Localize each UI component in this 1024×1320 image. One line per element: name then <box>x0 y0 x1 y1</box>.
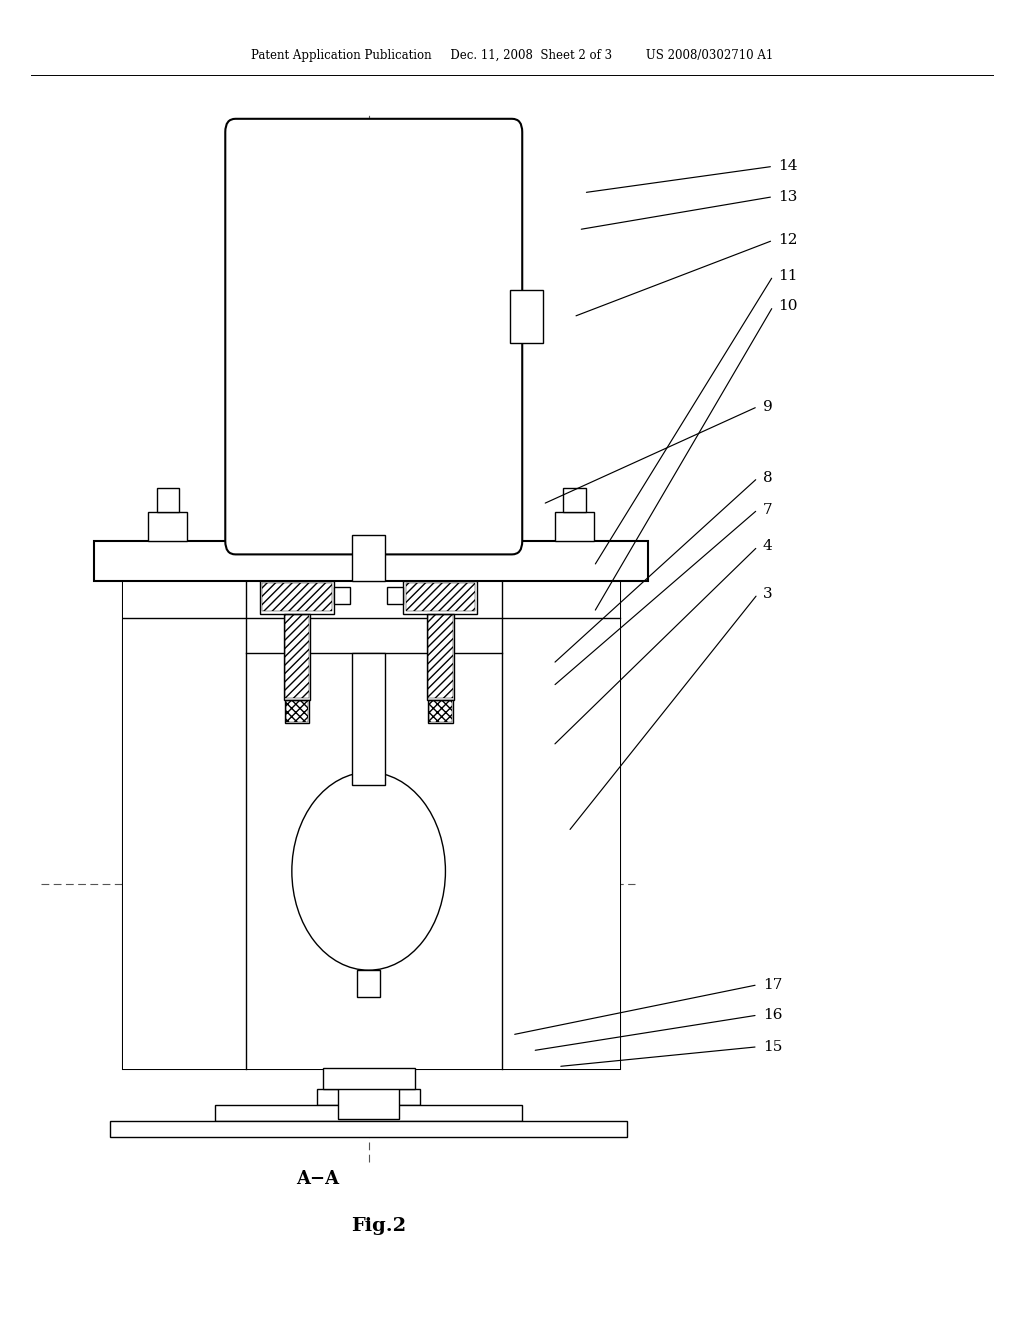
Bar <box>110 1121 627 1137</box>
Bar <box>334 587 350 605</box>
Bar <box>563 488 586 512</box>
FancyBboxPatch shape <box>225 119 522 554</box>
Text: 3: 3 <box>763 587 772 601</box>
Bar <box>246 653 502 1069</box>
Bar <box>369 653 502 1056</box>
Bar <box>387 587 403 605</box>
Text: A−A: A−A <box>296 1170 339 1188</box>
Text: 15: 15 <box>763 1040 782 1053</box>
Bar <box>502 581 620 1069</box>
Bar <box>284 614 310 700</box>
Text: 13: 13 <box>778 190 798 203</box>
Bar <box>352 535 385 581</box>
Text: Patent Application Publication     Dec. 11, 2008  Sheet 2 of 3         US 2008/0: Patent Application Publication Dec. 11, … <box>251 49 773 62</box>
Bar <box>260 581 334 614</box>
Text: 7: 7 <box>763 503 772 516</box>
Bar <box>94 541 648 581</box>
Bar <box>427 614 454 700</box>
Text: Fig.2: Fig.2 <box>351 1217 407 1236</box>
Bar <box>123 581 246 1069</box>
Bar <box>352 653 385 785</box>
Text: 4: 4 <box>763 540 773 553</box>
Bar <box>429 701 452 722</box>
Text: 16: 16 <box>763 1008 782 1022</box>
Circle shape <box>292 772 445 970</box>
Text: 11: 11 <box>778 269 798 282</box>
Bar <box>338 1069 399 1119</box>
Bar <box>357 970 380 997</box>
Bar <box>403 581 477 614</box>
Text: 8: 8 <box>763 471 772 484</box>
Bar <box>215 1105 522 1121</box>
Bar <box>246 581 502 653</box>
Bar <box>406 583 475 611</box>
Bar <box>510 289 543 342</box>
Bar <box>262 583 332 611</box>
Bar <box>285 615 309 698</box>
Bar <box>555 512 594 541</box>
Text: 12: 12 <box>778 234 798 247</box>
Bar <box>286 701 308 722</box>
Text: 10: 10 <box>778 300 798 313</box>
Bar <box>317 1089 420 1105</box>
Bar <box>285 700 309 723</box>
Bar <box>323 1068 415 1089</box>
Bar <box>148 512 187 541</box>
Bar <box>246 653 369 1056</box>
Text: 17: 17 <box>763 978 782 991</box>
Bar <box>428 700 453 723</box>
Bar <box>157 488 179 512</box>
Text: 9: 9 <box>763 400 773 413</box>
Bar <box>428 615 453 698</box>
Text: 14: 14 <box>778 160 798 173</box>
Bar <box>123 581 620 1069</box>
